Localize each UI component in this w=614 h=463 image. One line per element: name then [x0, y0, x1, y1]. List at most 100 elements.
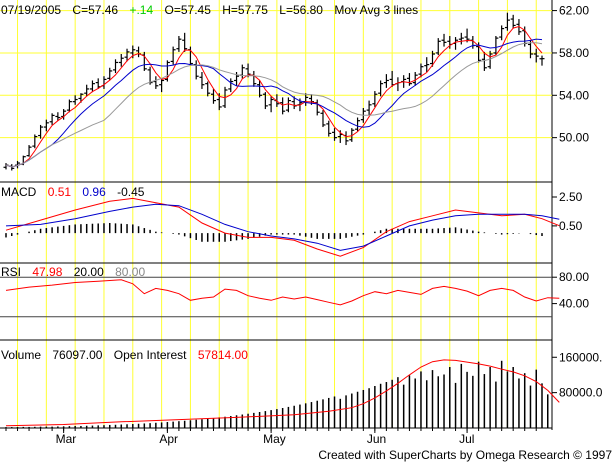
- ohlc-bar: [262, 92, 268, 110]
- price-panel: [3, 12, 545, 171]
- ohlc-bar: [412, 72, 418, 86]
- rsi-value: 47.98: [32, 265, 62, 279]
- y-tick-label: 0.50: [559, 219, 583, 233]
- ohlc-bar: [349, 128, 355, 142]
- rsi-upper: 80.00: [115, 265, 145, 279]
- ohlc-bar: [32, 134, 38, 149]
- ohlc-bar: [435, 38, 441, 56]
- ohlc-bar: [458, 32, 464, 45]
- ohlc-bar: [49, 113, 55, 125]
- ohlc-bar: [228, 78, 234, 93]
- oi-label: Open Interest: [114, 348, 187, 362]
- macd-panel: [5, 197, 560, 257]
- ohlc-bar: [89, 80, 95, 93]
- ohlc-bar: [487, 50, 493, 69]
- rsi-label: RSI: [1, 265, 21, 279]
- y-tick-label: 62.00: [559, 4, 589, 18]
- open-interest-line: [5, 359, 560, 427]
- x-axis: Mar Apr May Jun Jul: [5, 428, 537, 446]
- ohlc-bar: [424, 57, 430, 72]
- ohlc-bar: [320, 110, 326, 128]
- ohlc-bar: [268, 96, 274, 113]
- ohlc-bar: [285, 97, 291, 113]
- ohlc-bar: [38, 124, 44, 139]
- ohlc-bar: [66, 99, 72, 113]
- rsi-lower: 20.00: [74, 265, 104, 279]
- rsi-header: RSI 47.98 20.00 80.00: [1, 265, 145, 279]
- rsi-line: [5, 279, 560, 306]
- macd-label: MACD: [1, 185, 37, 199]
- ohlc-bar: [291, 96, 297, 110]
- volume-value: 76097.00: [52, 348, 102, 362]
- ohlc-bar: [199, 72, 205, 89]
- ohlc-bar: [159, 78, 165, 93]
- ohlc-bar: [527, 40, 533, 59]
- ohlc-bar: [153, 76, 159, 89]
- x-tick-label: May: [263, 432, 286, 446]
- y-tick-label: 160000.: [559, 350, 602, 364]
- ohlc-bar: [182, 32, 188, 52]
- ohlc-bar: [378, 80, 384, 97]
- ohlc-bar: [429, 50, 435, 67]
- header-close: C=57.46: [72, 3, 118, 17]
- ohlc-bar: [366, 100, 372, 116]
- y-tick-label: 58.00: [559, 46, 589, 60]
- ohlc-bar: [72, 95, 78, 105]
- y-tick-label: 40.00: [559, 297, 589, 311]
- macd-signal-line: [5, 203, 560, 251]
- ma-slow-line: [5, 42, 543, 168]
- ohlc-bar: [118, 54, 124, 67]
- macd-header: MACD 0.51 0.96 -0.45: [1, 185, 145, 199]
- ohlc-bar: [257, 80, 263, 98]
- macd-value: 0.51: [48, 185, 72, 199]
- macd-hist-value: -0.45: [117, 185, 145, 199]
- ohlc-bar: [210, 88, 216, 104]
- x-tick-label: Jun: [367, 432, 386, 446]
- y-tick-label: 54.00: [559, 88, 589, 102]
- oi-value: 57814.00: [198, 348, 248, 362]
- ohlc-bar: [176, 36, 182, 52]
- x-tick-label: Mar: [56, 432, 77, 446]
- ohlc-bar: [170, 46, 176, 65]
- x-tick-label: Apr: [159, 432, 178, 446]
- header-open: O=57.45: [165, 3, 212, 17]
- ohlc-bar: [406, 73, 412, 86]
- ohlc-bar: [280, 97, 286, 115]
- ohlc-bar: [499, 25, 505, 41]
- ohlc-bar: [84, 84, 90, 97]
- macd-signal-value: 0.96: [82, 185, 106, 199]
- header-change: +.14: [129, 3, 153, 17]
- y-tick-label: 80000.0: [559, 386, 603, 400]
- y-tick-label: 50.00: [559, 131, 589, 145]
- ohlc-bar: [539, 55, 545, 66]
- header-line: 07/19/2005 C=57.46 +.14 O=57.45 H=57.75 …: [1, 3, 418, 17]
- ohlc-bar: [355, 117, 361, 132]
- ohlc-bar: [504, 12, 510, 31]
- ohlc-bar: [510, 14, 516, 29]
- volume-label: Volume: [1, 348, 41, 362]
- rsi-panel: [0, 276, 560, 318]
- y-tick-label: 80.00: [559, 270, 589, 284]
- footer-credit: Created with SuperCharts by Omega Resear…: [318, 448, 612, 462]
- ohlc-bar: [533, 48, 539, 63]
- ohlc-bar: [26, 145, 32, 157]
- ohlc-bar: [493, 36, 499, 56]
- y-axis: 62.00 58.00 54.00 50.00 2.50 0.50 80.00 40.00 16…: [552, 4, 603, 400]
- ohlc-bar: [418, 63, 424, 78]
- macd-line: [5, 197, 560, 257]
- header-study: Mov Avg 3 lines: [334, 3, 418, 17]
- ohlc-bar: [55, 112, 61, 121]
- ohlc-bar: [107, 67, 113, 81]
- ohlc-bar: [124, 48, 130, 62]
- header-high: H=57.75: [222, 3, 268, 17]
- volume-header: Volume 76097.00 Open Interest 57814.00: [1, 348, 248, 362]
- x-tick-label: Jul: [459, 432, 474, 446]
- ohlc-bar: [332, 128, 338, 141]
- ohlc-bar: [481, 51, 487, 71]
- ohlc-bar: [43, 119, 49, 132]
- ohlc-bar: [205, 81, 211, 97]
- y-tick-label: 2.50: [559, 190, 583, 204]
- ohlc-bar: [193, 60, 199, 80]
- header-low: L=56.80: [279, 3, 323, 17]
- volume-panel: [5, 359, 560, 428]
